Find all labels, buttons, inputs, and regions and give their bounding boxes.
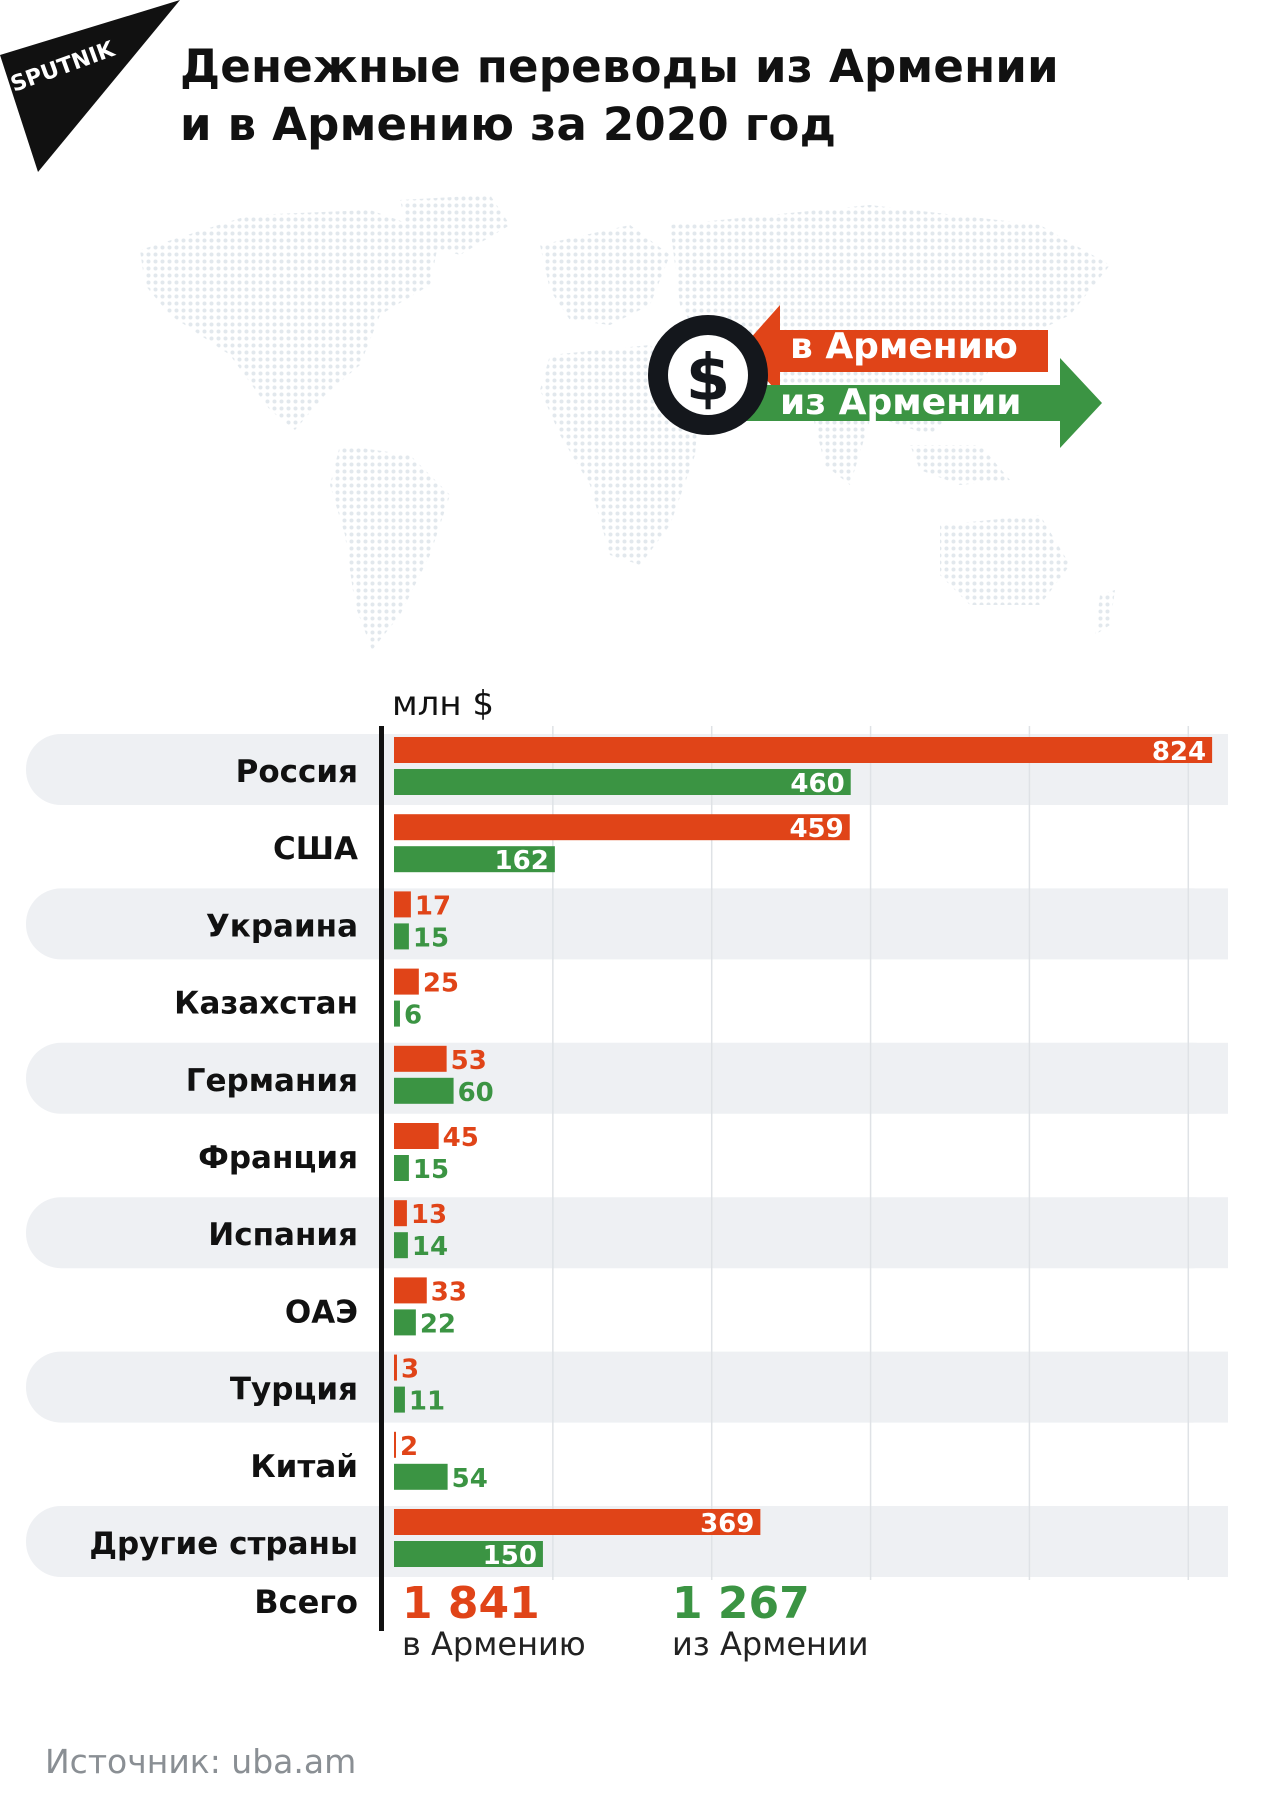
source-note: Источник: uba.am [45, 1742, 357, 1781]
category-label: ОАЭ [285, 1294, 358, 1330]
total-label: Всего [254, 1583, 358, 1621]
legend-in-label: в Армению [790, 326, 1018, 367]
data-label: 162 [495, 846, 549, 876]
bar-out [394, 1077, 454, 1104]
unit-label: млн $ [392, 684, 494, 724]
bar-out [394, 1000, 400, 1027]
data-label: 22 [420, 1309, 456, 1339]
data-label: 54 [452, 1464, 488, 1494]
remittance-bar-chart: млн $ 8244604591621715256536045151314332… [26, 684, 1228, 1631]
total-in: 1 841 в Армению [402, 1578, 586, 1663]
row-band-end [1100, 888, 1228, 960]
category-label: Казахстан [174, 986, 358, 1022]
data-label: 824 [1152, 737, 1206, 767]
bar-out [394, 923, 409, 950]
bar-in [394, 1045, 447, 1072]
bar-in [394, 737, 1213, 763]
bar-in [394, 891, 411, 918]
bar-out [394, 1155, 409, 1181]
total-out-value: 1 267 [672, 1578, 810, 1629]
data-label: 53 [451, 1046, 487, 1076]
category-label: Франция [198, 1140, 358, 1176]
category-label: Китай [250, 1449, 358, 1485]
row-band [26, 1351, 1228, 1423]
legend-out-label: из Армении [780, 382, 1021, 423]
data-label: 17 [415, 891, 451, 921]
bar-in [394, 1354, 397, 1381]
row-band-end [1100, 1506, 1228, 1577]
bar-out [394, 1309, 416, 1336]
total-in-value: 1 841 [402, 1578, 540, 1629]
data-label: 15 [413, 923, 449, 953]
data-label: 11 [409, 1387, 445, 1417]
total-out-caption: из Армении [672, 1625, 869, 1663]
data-label: 2 [400, 1432, 418, 1462]
data-label: 460 [790, 769, 844, 799]
bar-in [394, 1277, 427, 1304]
title-line-1: Денежные переводы из Армении [180, 40, 1059, 93]
data-label: 14 [412, 1232, 448, 1262]
total-out: 1 267 из Армении [672, 1578, 869, 1663]
row-band [26, 1042, 1228, 1114]
sputnik-logo: SPUTNIK [0, 0, 180, 172]
category-label: Испания [208, 1217, 358, 1253]
data-label: 25 [423, 969, 459, 999]
data-label: 150 [483, 1541, 537, 1571]
dollar-icon: $ [648, 315, 768, 435]
bar-in [394, 1123, 439, 1149]
category-label: Другие страны [89, 1526, 358, 1562]
data-label: 33 [431, 1277, 467, 1307]
title-line-2: и в Армению за 2020 год [180, 98, 837, 151]
bar-out [394, 769, 851, 795]
data-label: 6 [404, 1001, 422, 1031]
legend: в Армению из Армении $ [648, 305, 1102, 448]
row-band-end [1100, 1197, 1228, 1269]
data-label: 60 [458, 1078, 494, 1108]
bar-out [394, 1232, 408, 1259]
legend-out-arrow [740, 358, 1102, 448]
data-label: 459 [789, 814, 843, 844]
row-band-end [1100, 1042, 1228, 1114]
category-label: Германия [186, 1063, 358, 1099]
category-label: Россия [236, 754, 358, 790]
bar-out [394, 1463, 448, 1490]
total-in-caption: в Армению [402, 1625, 586, 1663]
bar-out [394, 1541, 543, 1567]
bar-in [394, 968, 419, 995]
bar-in [394, 814, 850, 841]
data-label: 15 [413, 1155, 449, 1185]
bar-out [394, 1386, 405, 1413]
page-title: Денежные переводы из Армении и в Армению… [180, 38, 1140, 154]
row-band-end [1100, 1351, 1228, 1423]
category-label: США [273, 831, 358, 867]
row-band [26, 888, 1228, 960]
bar-out [394, 846, 555, 873]
data-label: 45 [443, 1123, 479, 1153]
legend-in-arrow [740, 305, 1048, 395]
category-label: Турция [230, 1372, 358, 1408]
row-band [26, 1506, 1228, 1577]
data-label: 13 [411, 1200, 447, 1230]
y-axis-line [379, 726, 384, 1631]
bar-in [394, 1200, 407, 1227]
bar-in [394, 1509, 761, 1535]
row-band [26, 1197, 1228, 1269]
category-label: Украина [206, 908, 358, 944]
svg-text:$: $ [686, 342, 731, 416]
data-label: 3 [401, 1355, 419, 1385]
bar-in [394, 1431, 396, 1458]
data-label: 369 [700, 1509, 754, 1539]
